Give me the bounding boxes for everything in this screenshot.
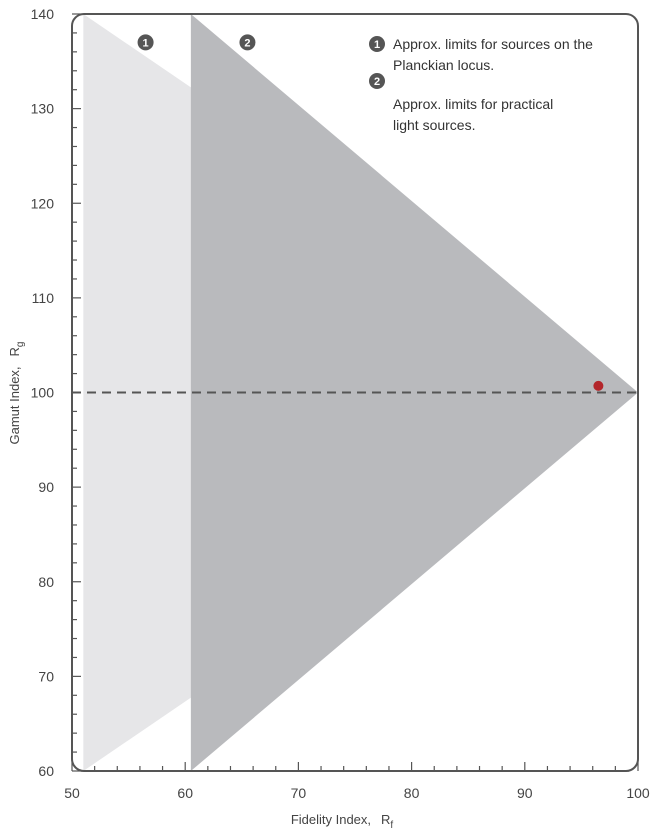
region-badge-2: 2 xyxy=(239,34,255,50)
y-tick-labels: 60 70 80 90 100 110 120 130 140 xyxy=(31,6,55,779)
region-badge-text: 2 xyxy=(244,37,250,49)
y-tick-label: 100 xyxy=(31,385,55,401)
x-tick-label: 90 xyxy=(517,785,533,801)
x-tick-labels: 50 60 70 80 90 100 xyxy=(64,785,650,801)
legend-text-1-line-2: Planckian locus. xyxy=(393,57,494,73)
legend-text-2-line-1: Approx. limits for practical xyxy=(393,96,553,112)
region-badge-text: 1 xyxy=(143,37,149,49)
y-axis-title-group: Gamut Index,Rg xyxy=(7,342,26,445)
legend-text-1-line-1: Approx. limits for sources on the xyxy=(393,36,593,52)
y-tick-label: 80 xyxy=(38,574,54,590)
legend-badge-1-text: 1 xyxy=(374,39,380,51)
data-point xyxy=(593,381,603,391)
x-tick-label: 50 xyxy=(64,785,80,801)
y-tick-label: 120 xyxy=(31,195,55,211)
x-tick-label: 80 xyxy=(404,785,420,801)
region-badge-1: 1 xyxy=(138,34,154,50)
x-tick-label: 100 xyxy=(626,785,650,801)
x-tick-label: 60 xyxy=(177,785,193,801)
legend-badge-2-text: 2 xyxy=(374,76,380,88)
legend-text-2-line-2: light sources. xyxy=(393,117,475,133)
y-tick-label: 90 xyxy=(38,479,54,495)
y-tick-label: 60 xyxy=(38,763,54,779)
x-tick-label: 70 xyxy=(291,785,307,801)
x-axis-title: Fidelity Index, Rf xyxy=(291,812,394,831)
y-axis-title: Gamut Index,Rg xyxy=(7,342,26,445)
data-points xyxy=(593,381,603,391)
y-tick-label: 140 xyxy=(31,6,55,22)
y-tick-label: 110 xyxy=(32,290,55,306)
y-tick-label: 70 xyxy=(38,668,54,684)
y-tick-label: 130 xyxy=(31,101,55,117)
